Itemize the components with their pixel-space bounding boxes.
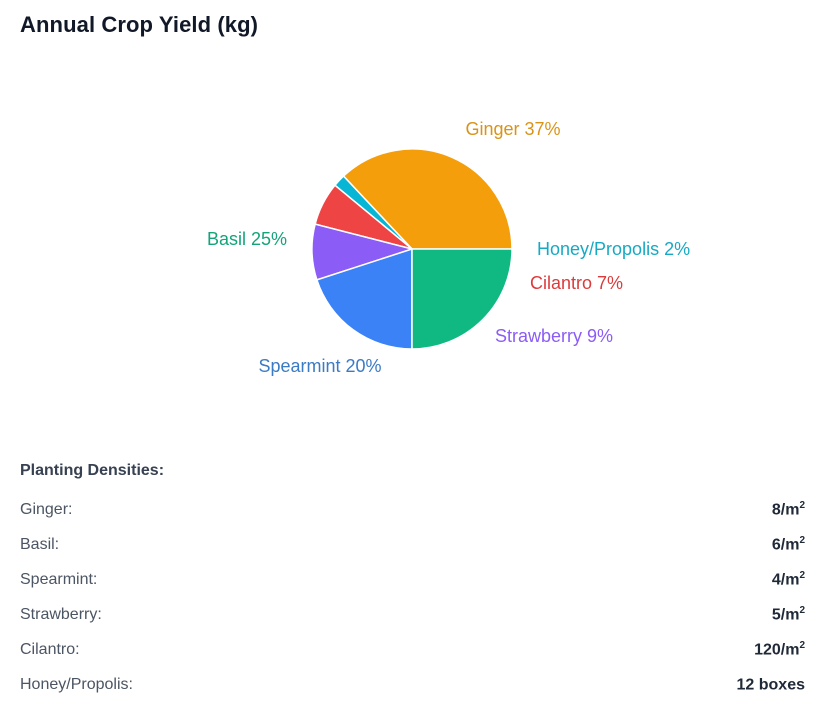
planting-densities: Planting Densities: Ginger: 8/m2 Basil: … [20,460,805,710]
density-row-strawberry: Strawberry: 5/m2 [20,605,805,640]
density-crop-label: Ginger: [20,501,73,519]
density-value: 6/m2 [771,535,805,554]
density-value: 8/m2 [771,500,805,519]
density-crop-label: Strawberry: [20,606,102,624]
density-row-honey-propolis: Honey/Propolis: 12 boxes [20,675,805,710]
density-crop-label: Cilantro: [20,641,80,659]
density-value: 120/m2 [754,640,805,659]
density-row-cilantro: Cilantro: 120/m2 [20,640,805,675]
pie-label-strawberry: Strawberry 9% [495,326,613,346]
pie-label-cilantro: Cilantro 7% [530,273,623,293]
density-crop-label: Honey/Propolis: [20,676,133,694]
densities-heading: Planting Densities: [20,462,165,479]
pie-label-honey-propolis: Honey/Propolis 2% [537,239,690,259]
density-row-ginger: Ginger: 8/m2 [20,500,805,535]
pie-label-basil: Basil 25% [207,229,287,249]
density-crop-label: Spearmint: [20,571,98,589]
density-row-basil: Basil: 6/m2 [20,535,805,570]
density-value: 4/m2 [771,570,805,589]
pie-slice-ginger [342,148,513,250]
pie-chart: Ginger 37% Honey/Propolis 2% Cilantro 7% St… [207,119,690,376]
pie-label-spearmint: Spearmint 20% [258,356,381,376]
density-value: 12 boxes [736,676,805,694]
density-row-spearmint: Spearmint: 4/m2 [20,570,805,605]
pie-slice-spearmint [315,247,413,350]
pie-label-ginger: Ginger 37% [465,119,560,139]
density-crop-label: Basil: [20,536,60,554]
pie-slice-basil [411,248,513,350]
density-value: 5/m2 [771,605,805,624]
chart-title: Annual Crop Yield (kg) [20,12,259,37]
